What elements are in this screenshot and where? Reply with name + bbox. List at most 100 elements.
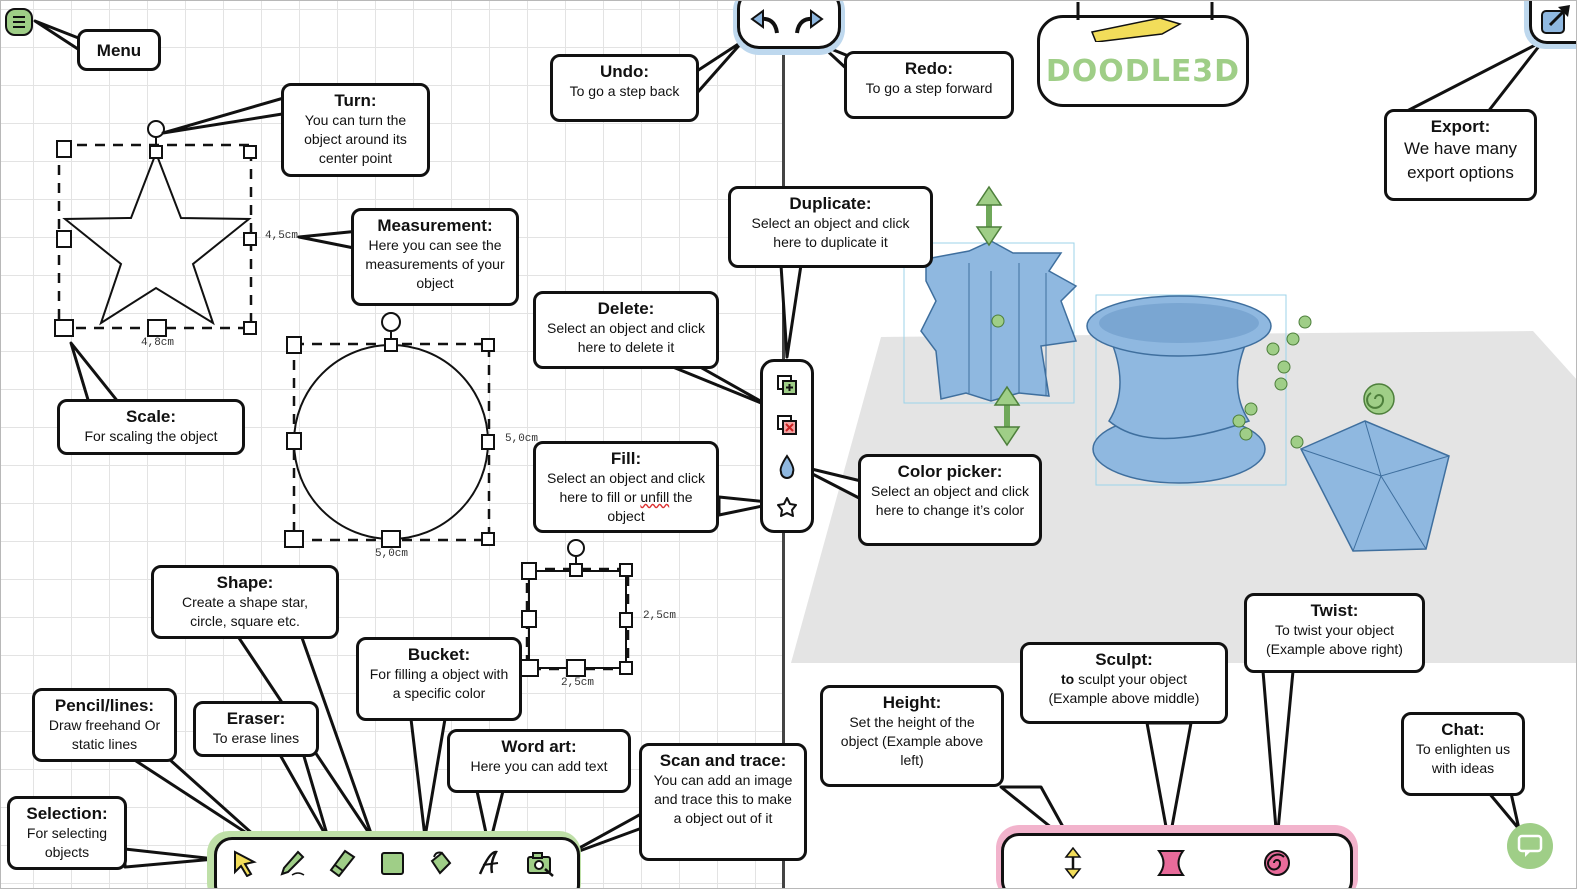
fill-callout-desc-underlined: unfill [640, 489, 670, 505]
export-button[interactable] [1529, 1, 1576, 44]
turn-callout: Turn: You can turn the object around its… [281, 83, 430, 177]
menu-callout-title: Menu [96, 41, 142, 60]
menu-button[interactable] [2, 3, 36, 39]
chat-callout-title: Chat: [1441, 720, 1485, 739]
height-callout-desc: Set the height of the object (Example ab… [840, 714, 984, 768]
doodle3d-logo: DOODLE3D [1037, 2, 1249, 107]
height-tool-button[interactable] [1056, 846, 1090, 880]
star-shape[interactable] [54, 120, 257, 337]
square-height-measure: 2,5cm [643, 610, 677, 622]
eraser-callout-desc: To erase lines [212, 730, 300, 746]
fill-button[interactable] [770, 490, 804, 524]
circle-shape[interactable] [284, 312, 495, 548]
3d-toolbar [1001, 833, 1353, 888]
drawing-toolbar [214, 837, 580, 888]
word-art-callout-desc: Here you can add text [470, 758, 608, 774]
sculpt-callout: Sculpt: to sculpt your object (Example a… [1020, 642, 1228, 724]
pencil-callout-desc: Draw freehand Or static lines [48, 717, 161, 752]
selection-callout: Selection: For selecting objects [7, 796, 127, 870]
chat-callout: Chat: To enlighten us with ideas [1401, 712, 1525, 796]
scan-trace-tool-button[interactable] [523, 846, 557, 880]
object-tools-bar [760, 359, 814, 533]
export-icon [1541, 5, 1570, 34]
menu-icon [5, 8, 33, 36]
delete-button[interactable] [770, 408, 804, 442]
color-picker-button[interactable] [770, 450, 804, 484]
undo-callout-desc: To go a step back [569, 83, 680, 99]
pencil-callout: Pencil/lines: Draw freehand Or static li… [32, 688, 177, 762]
fill-callout-desc: Select an object and click here to fill … [544, 469, 708, 526]
selection-tool-button[interactable] [227, 846, 261, 880]
eraser-callout-title: Eraser: [226, 709, 286, 728]
sculpt-points[interactable] [1232, 315, 1312, 449]
menu-callout: Menu [77, 29, 161, 71]
twist-handle-icon[interactable] [1363, 383, 1395, 415]
duplicate-button[interactable] [770, 368, 804, 402]
height-arrows[interactable] [975, 185, 1021, 447]
undo-icon [750, 9, 779, 34]
twist-callout-title: Twist: [1310, 601, 1359, 620]
export-callout-desc: We have many export options [1403, 139, 1518, 182]
twist-callout-desc: To twist your object (Example above righ… [1266, 622, 1403, 657]
twist-callout: Twist: To twist your object (Example abo… [1244, 593, 1425, 673]
shape-callout-desc: Create a shape star, circle, square etc. [181, 594, 309, 629]
shape-tool-button[interactable] [375, 846, 409, 880]
turn-callout-title: Turn: [334, 91, 377, 110]
word-art-tool-button[interactable] [473, 846, 507, 880]
chat-callout-desc: To enlighten us with ideas [1415, 741, 1511, 776]
measurement-callout-title: Measurement: [377, 216, 493, 235]
selection-callout-desc: For selecting objects [26, 825, 108, 860]
sculpt-icon [1157, 850, 1185, 876]
star-height-measure: 4,5cm [265, 230, 299, 242]
delete-callout-title: Delete: [597, 299, 655, 318]
paint-bucket-icon [430, 851, 452, 875]
scan-trace-callout-desc: You can add an image and trace this to m… [653, 772, 793, 826]
pencil-icon [280, 850, 305, 876]
height-callout-title: Height: [882, 693, 942, 712]
measurement-callout-desc: Here you can see the measurements of you… [365, 237, 505, 291]
fill-callout-desc-post: the object [607, 489, 693, 524]
fill-callout: Fill: Select an object and click here to… [533, 441, 719, 533]
export-callout: Export: We have many export options [1384, 109, 1537, 201]
undo-button[interactable] [748, 6, 782, 40]
square-shape[interactable] [519, 539, 633, 677]
delete-callout: Delete: Select an object and click here … [533, 291, 719, 369]
redo-callout-desc: To go a step forward [865, 80, 993, 96]
scan-trace-callout: Scan and trace: You can add an image and… [639, 743, 807, 861]
camera-icon [527, 852, 554, 877]
bucket-tool-button[interactable] [423, 846, 457, 880]
fill-callout-desc-pre: Select an object and click here to fill … [547, 470, 705, 505]
pencil-tool-button[interactable] [275, 846, 309, 880]
height-arrow-icon [1064, 847, 1082, 879]
shape-callout: Shape: Create a shape star, circle, squa… [151, 565, 339, 639]
logo-text: DOODLE3D [1045, 54, 1241, 89]
color-picker-callout-desc: Select an object and click here to chang… [871, 483, 1029, 518]
color-picker-callout: Color picker: Select an object and click… [858, 454, 1042, 546]
sculpt-callout-desc: to sculpt your object (Example above mid… [1031, 670, 1217, 708]
2d-sketch-shapes [54, 120, 633, 677]
pencil-logo-icon [1076, 2, 1214, 42]
undo-redo-bar [737, 1, 841, 49]
turn-callout-desc: You can turn the object around its cente… [304, 112, 407, 166]
3d-twisted-box[interactable] [1299, 420, 1450, 552]
twist-tool-button[interactable] [1260, 846, 1294, 880]
delete-callout-desc: Select an object and click here to delet… [547, 320, 705, 355]
measurement-callout: Measurement: Here you can see the measur… [351, 208, 519, 306]
chat-button[interactable] [1507, 823, 1553, 869]
eraser-tool-button[interactable] [325, 846, 359, 880]
word-art-callout-title: Word art: [501, 737, 577, 756]
circle-height-measure: 5,0cm [505, 433, 539, 445]
export-callout-title: Export: [1430, 117, 1491, 136]
redo-button[interactable] [792, 6, 826, 40]
scale-callout-title: Scale: [125, 407, 177, 426]
undo-callout: Undo: To go a step back [550, 54, 699, 122]
sculpt-tool-button[interactable] [1154, 846, 1188, 880]
scan-trace-callout-title: Scan and trace: [659, 751, 787, 770]
duplicate-callout: Duplicate: Select an object and click he… [728, 186, 933, 268]
chat-icon [1517, 834, 1543, 857]
scale-callout-desc: For scaling the object [84, 428, 218, 444]
star-width-measure: 4,8cm [141, 337, 175, 349]
3d-sculpted-vase[interactable] [1086, 294, 1287, 486]
undo-callout-title: Undo: [599, 62, 650, 81]
